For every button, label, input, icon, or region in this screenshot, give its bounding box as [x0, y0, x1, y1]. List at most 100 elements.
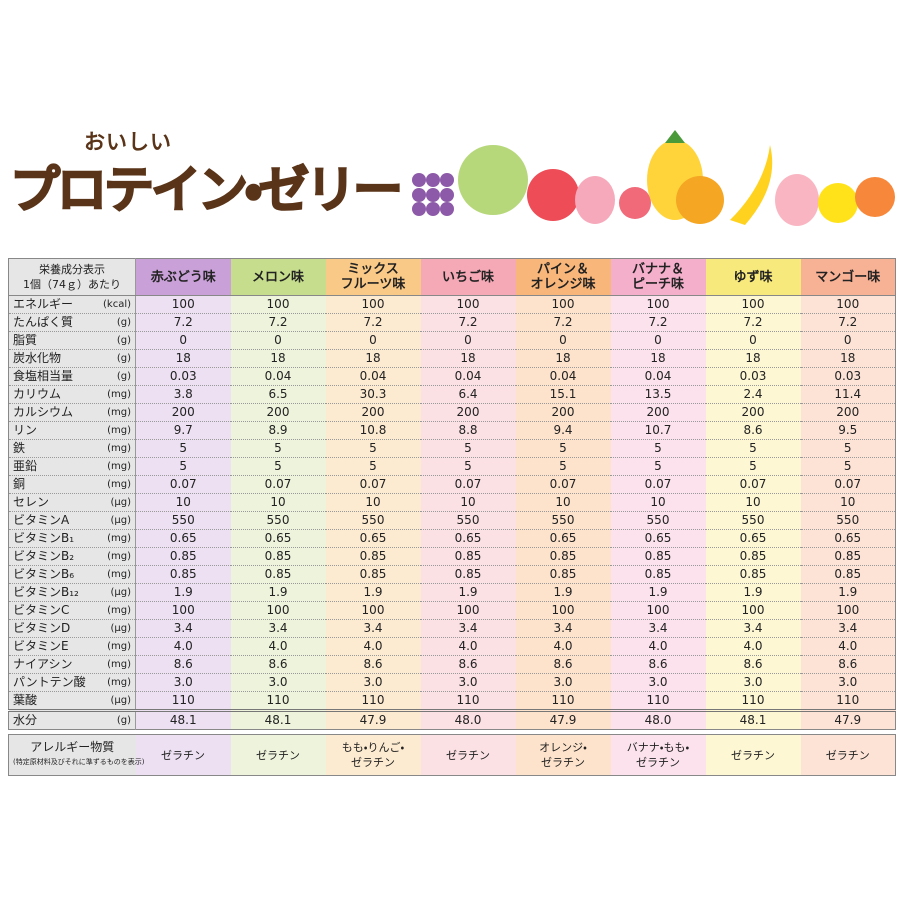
- cell: 0.85: [705, 547, 801, 566]
- cell: 8.6: [515, 655, 611, 674]
- row: (μg) ビタミンA 550 550 550 550 550 550 550 550: [8, 511, 896, 530]
- line: ゼラチン: [731, 748, 775, 762]
- cell: 8.8: [420, 421, 516, 440]
- nutrient-unit: (mg): [107, 677, 131, 688]
- row: (g) 食塩相当量 0.03 0.04 0.04 0.04 0.04 0.04 0.03 0.03: [8, 367, 896, 386]
- allergy-cell: ゼラチン: [705, 734, 801, 776]
- cell: 0.85: [420, 565, 516, 584]
- nutrient-name: たんぱく質: [13, 315, 74, 329]
- nutrient-name: 脂質: [13, 333, 38, 347]
- cell: 18: [420, 349, 516, 368]
- title: プロテイン・ゼリー: [9, 160, 404, 220]
- cell: 9.7: [135, 421, 231, 440]
- row: (mg) ビタミンE 4.0 4.0 4.0 4.0 4.0 4.0 4.0 4.0: [8, 637, 896, 656]
- cell: 5: [325, 457, 421, 476]
- allergy-cell: ゼラチン: [230, 734, 326, 776]
- cell: 0.07: [705, 475, 801, 494]
- nutrient-name: リン: [13, 423, 38, 437]
- cell: 3.0: [420, 673, 516, 692]
- cell: 6.5: [230, 385, 326, 404]
- cell: 0: [515, 331, 611, 350]
- row: (mg) ビタミンB₆ 0.85 0.85 0.85 0.85 0.85 0.85 0.85 0.…: [8, 565, 896, 584]
- row: (μg) 葉酸 110 110 110 110 110 110 110 110: [8, 691, 896, 711]
- row-label: (g) たんぱく質: [8, 313, 136, 332]
- cell: 0.65: [230, 529, 326, 548]
- cell: 200: [515, 403, 611, 422]
- cell: 200: [420, 403, 516, 422]
- nutrient-unit: (g): [116, 317, 131, 328]
- cell: 10.8: [325, 421, 421, 440]
- allergy-cell: オレンジ・ ゼラチン: [515, 734, 611, 776]
- cell: 1.9: [610, 583, 706, 602]
- row: (g) 脂質 0 0 0 0 0 0 0 0: [8, 331, 896, 350]
- cell: 18: [800, 349, 896, 368]
- line: もも・りんご・: [341, 741, 405, 754]
- cell: 550: [325, 511, 421, 530]
- allergy-note: (特定原材料及びそれに準ずるものを表示): [13, 758, 145, 766]
- cell: 200: [705, 403, 801, 422]
- row: (mg) 亜鉛 5 5 5 5 5 5 5 5: [8, 457, 896, 476]
- row-label: (mg) パントテン酸: [8, 673, 136, 692]
- cell: 0: [230, 331, 326, 350]
- cell: 4.0: [135, 637, 231, 656]
- cell: 100: [610, 601, 706, 620]
- cell: 0.04: [610, 367, 706, 386]
- corner: 栄養成分表示 1個（74ｇ）あたり: [8, 258, 136, 296]
- nutrient-unit: (μg): [110, 623, 131, 634]
- line: ゼラチン: [351, 756, 395, 769]
- cell: 5: [230, 457, 326, 476]
- cell: 48.1: [705, 709, 801, 730]
- allergy-cell: ゼラチン: [420, 734, 516, 776]
- title-area: おいしい プロテイン・ゼリー: [0, 110, 420, 240]
- nutrient-unit: (mg): [107, 551, 131, 562]
- column-header: ミックス フルーツ味: [325, 258, 421, 296]
- cell: 47.9: [515, 709, 611, 730]
- allergy-cell: もも・りんご・ ゼラチン: [325, 734, 421, 776]
- nutrient-unit: (mg): [107, 461, 131, 472]
- cell: 7.2: [610, 313, 706, 332]
- nutrient-name: ビタミンE: [13, 639, 69, 653]
- peach: [575, 176, 615, 224]
- cell: 0.85: [610, 547, 706, 566]
- line: ゼラチン: [636, 756, 680, 769]
- cell: 0.65: [135, 529, 231, 548]
- nutrient-unit: (g): [116, 335, 131, 346]
- nutrient-name: 鉄: [13, 441, 26, 455]
- cell: 100: [135, 295, 231, 314]
- cell: 110: [705, 691, 801, 711]
- cell: 0.85: [610, 565, 706, 584]
- cell: 200: [230, 403, 326, 422]
- row: (mg) カリウム 3.8 6.5 30.3 6.4 15.1 13.5 2.4 11.4: [8, 385, 896, 404]
- cell: 1.9: [420, 583, 516, 602]
- row: (kcal) エネルギー 100 100 100 100 100 100 100 100: [8, 295, 896, 314]
- cell: 10: [420, 493, 516, 512]
- row-label: (mg) ナイアシン: [8, 655, 136, 674]
- pineapple-leaf: [665, 130, 685, 143]
- cell: 48.1: [230, 709, 326, 730]
- cell: 1.9: [800, 583, 896, 602]
- cell: 100: [325, 601, 421, 620]
- cell: 10: [705, 493, 801, 512]
- cell: 550: [515, 511, 611, 530]
- cell: 1.9: [705, 583, 801, 602]
- nutrient-unit: (kcal): [103, 299, 131, 310]
- peach-2: [775, 174, 819, 226]
- cell: 2.4: [705, 385, 801, 404]
- cell: 7.2: [800, 313, 896, 332]
- cell: 0.07: [610, 475, 706, 494]
- cell: 10: [325, 493, 421, 512]
- nutrient-unit: (g): [116, 715, 131, 726]
- cell: 8.6: [135, 655, 231, 674]
- nutrient-unit: (mg): [107, 605, 131, 616]
- nutrient-name: エネルギー: [13, 297, 74, 311]
- cell: 3.8: [135, 385, 231, 404]
- cell: 110: [230, 691, 326, 711]
- line: ゼラチン: [825, 748, 870, 762]
- line: バナナ・もも・: [626, 741, 690, 754]
- cell: 5: [135, 457, 231, 476]
- cell: 4.0: [420, 637, 516, 656]
- grapes: [412, 173, 454, 216]
- cell: 550: [610, 511, 706, 530]
- line: 赤ぶどう味: [150, 269, 216, 285]
- strawberry: [619, 187, 651, 219]
